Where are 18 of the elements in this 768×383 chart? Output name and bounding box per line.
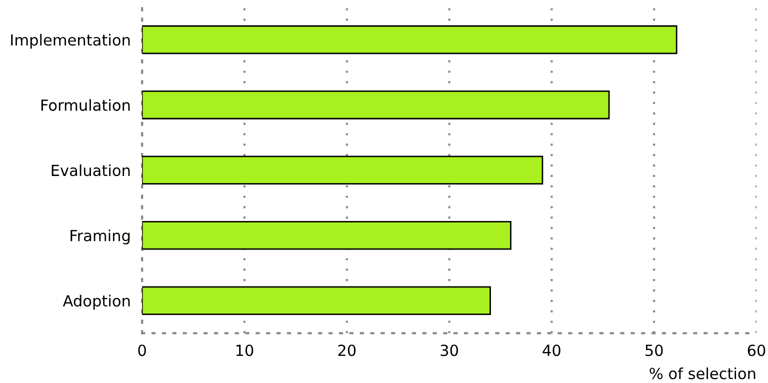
y-tick-label: Adoption [62,294,130,310]
y-tick-label: Formulation [41,99,130,111]
bar [142,156,544,185]
y-tick-label: Implementation [11,34,130,49]
x-axis-title: % of selection [650,367,756,380]
x-tick-label: 50 [646,344,663,356]
bar [142,25,678,54]
bar [142,286,491,315]
bar [142,90,610,120]
x-tick-label: 40 [542,344,560,356]
x-tick-label: 0 [138,344,146,356]
x-tick-label: 20 [338,344,356,356]
bar [142,220,512,250]
x-tick-label: 30 [440,344,458,356]
x-tick-label: 60 [748,344,766,356]
y-tick-label: Framing [70,230,130,244]
x-tick-label: 10 [236,344,254,356]
y-tick-label: Evaluation [52,164,130,176]
